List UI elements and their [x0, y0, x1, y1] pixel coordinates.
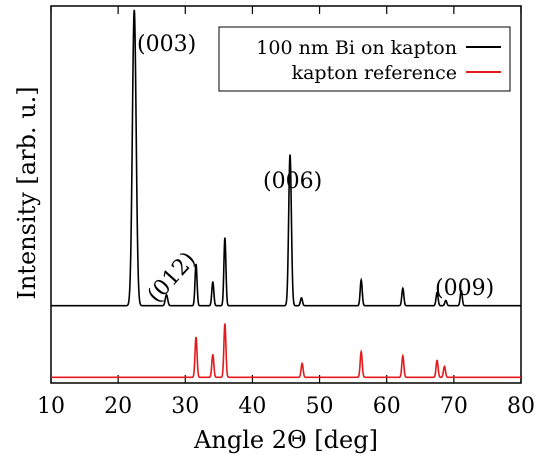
x-ticks	[50, 6, 522, 383]
series-layer	[51, 9, 521, 379]
peak-label-003: (003)	[137, 32, 196, 57]
x-tick-label-70: 70	[440, 394, 468, 419]
peak-label-006: (006)	[263, 169, 322, 194]
series-line-0	[51, 9, 521, 307]
x-tick-label-10: 10	[37, 394, 65, 419]
peak-label-009: (009)	[435, 276, 494, 301]
x-tick-label-80: 80	[507, 394, 535, 419]
legend: 100 nm Bi on kapton kapton reference	[218, 26, 511, 92]
x-tick-label-40: 40	[238, 394, 266, 419]
legend-label-kapton: kapton reference	[292, 62, 457, 84]
legend-label-bi: 100 nm Bi on kapton	[256, 37, 457, 59]
x-tick-label-30: 30	[171, 394, 199, 419]
x-tick-label-50: 50	[306, 394, 334, 419]
plot-frame	[50, 5, 522, 384]
x-axis-title: Angle 2Θ [deg]	[193, 426, 378, 454]
y-axis-title: Intensity [arb. u.]	[13, 86, 41, 299]
x-tick-label-20: 20	[104, 394, 132, 419]
x-tick-labels: 10 20 30 40 50 60 70 80	[37, 394, 535, 419]
x-tick-label-60: 60	[373, 394, 401, 419]
peak-label-012: (012)	[143, 247, 201, 308]
legend-box	[218, 26, 511, 92]
series-line-1	[51, 323, 521, 379]
